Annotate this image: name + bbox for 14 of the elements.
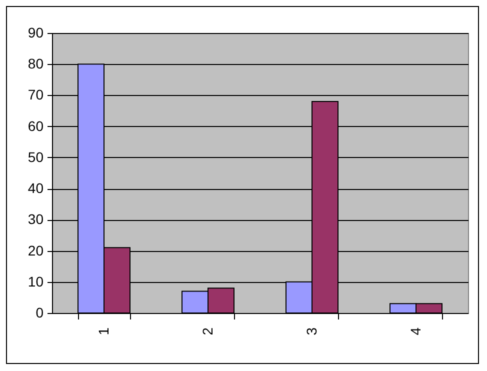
y-tick-label: 0	[36, 304, 44, 320]
x-tick-label: 1	[96, 327, 112, 336]
y-tick-label: 90	[28, 24, 44, 40]
x-tick-label: 4	[408, 327, 424, 336]
y-tick-label: 50	[28, 148, 44, 165]
y-tick-label: 40	[28, 180, 44, 196]
y-tick-label: 80	[28, 56, 44, 72]
y-tick-label: 30	[28, 211, 44, 228]
y-tick-label: 10	[28, 273, 44, 290]
x-tick-label: 3	[304, 327, 320, 336]
y-tick-label: 20	[28, 242, 44, 258]
x-tick-label: 2	[200, 327, 216, 336]
y-tick-label: 60	[28, 118, 44, 134]
y-tick-label: 70	[28, 86, 44, 103]
